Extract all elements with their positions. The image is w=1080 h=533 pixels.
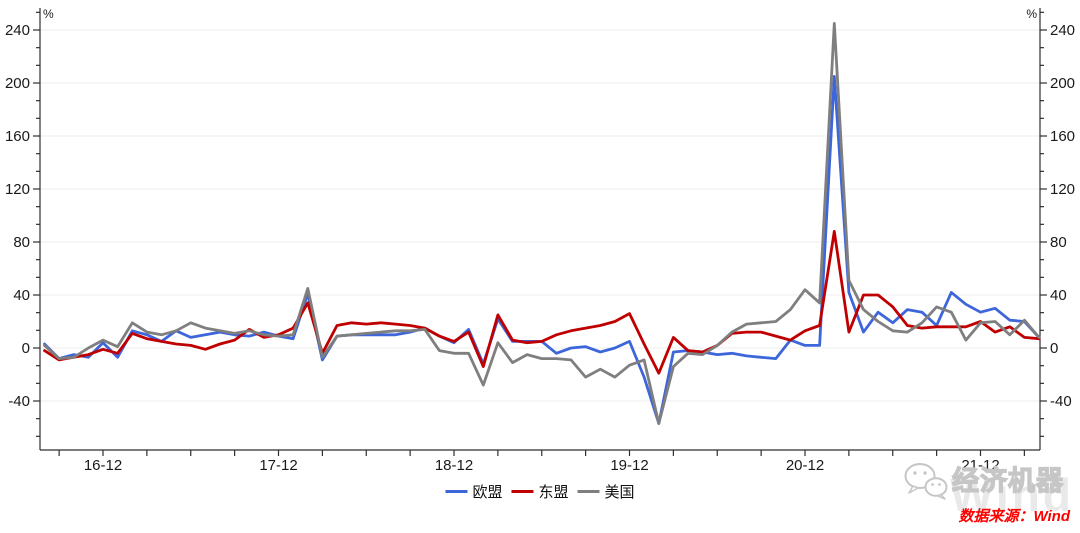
svg-text:240: 240: [5, 22, 30, 39]
svg-text:20-12: 20-12: [786, 457, 824, 474]
svg-text:0: 0: [1050, 340, 1058, 357]
svg-text:120: 120: [1050, 181, 1075, 198]
svg-text:80: 80: [1050, 234, 1067, 251]
svg-text:160: 160: [5, 128, 30, 145]
svg-text:19-12: 19-12: [610, 457, 648, 474]
svg-text:17-12: 17-12: [259, 457, 297, 474]
svg-text:120: 120: [5, 181, 30, 198]
legend-label: 欧盟: [472, 484, 503, 501]
brand-watermark-text: 经济机器: [951, 465, 1064, 496]
svg-text:-40: -40: [1050, 393, 1072, 410]
legend-label: 东盟: [538, 484, 569, 501]
svg-text:-40: -40: [8, 393, 30, 410]
svg-text:40: 40: [1050, 287, 1067, 304]
data-source-label: 数据来源：Wind: [958, 508, 1070, 525]
svg-text:160: 160: [1050, 128, 1075, 145]
legend-swatch: [511, 490, 534, 493]
svg-text:40: 40: [13, 287, 30, 304]
legend-item: 美国: [577, 481, 635, 502]
legend-swatch: [577, 490, 600, 493]
legend-swatch: [445, 490, 468, 493]
svg-text:240: 240: [1050, 22, 1075, 39]
legend-label: 美国: [604, 484, 635, 501]
svg-text:200: 200: [5, 75, 30, 92]
svg-text:80: 80: [13, 234, 30, 251]
svg-text:%: %: [1026, 7, 1037, 21]
svg-text:0: 0: [22, 340, 30, 357]
svg-text:21-12: 21-12: [961, 457, 999, 474]
svg-text:%: %: [43, 7, 54, 21]
brand-watermark: 经济机器: [903, 462, 1064, 500]
wechat-icon: [904, 463, 948, 500]
svg-text:16-12: 16-12: [84, 457, 122, 474]
svg-text:200: 200: [1050, 75, 1075, 92]
svg-text:18-12: 18-12: [435, 457, 473, 474]
wind-watermark: Wind: [950, 469, 1074, 521]
legend-item: 欧盟: [445, 481, 502, 502]
legend-item: 东盟: [511, 481, 569, 502]
chart-legend: 欧盟 东盟 美国: [445, 481, 635, 502]
